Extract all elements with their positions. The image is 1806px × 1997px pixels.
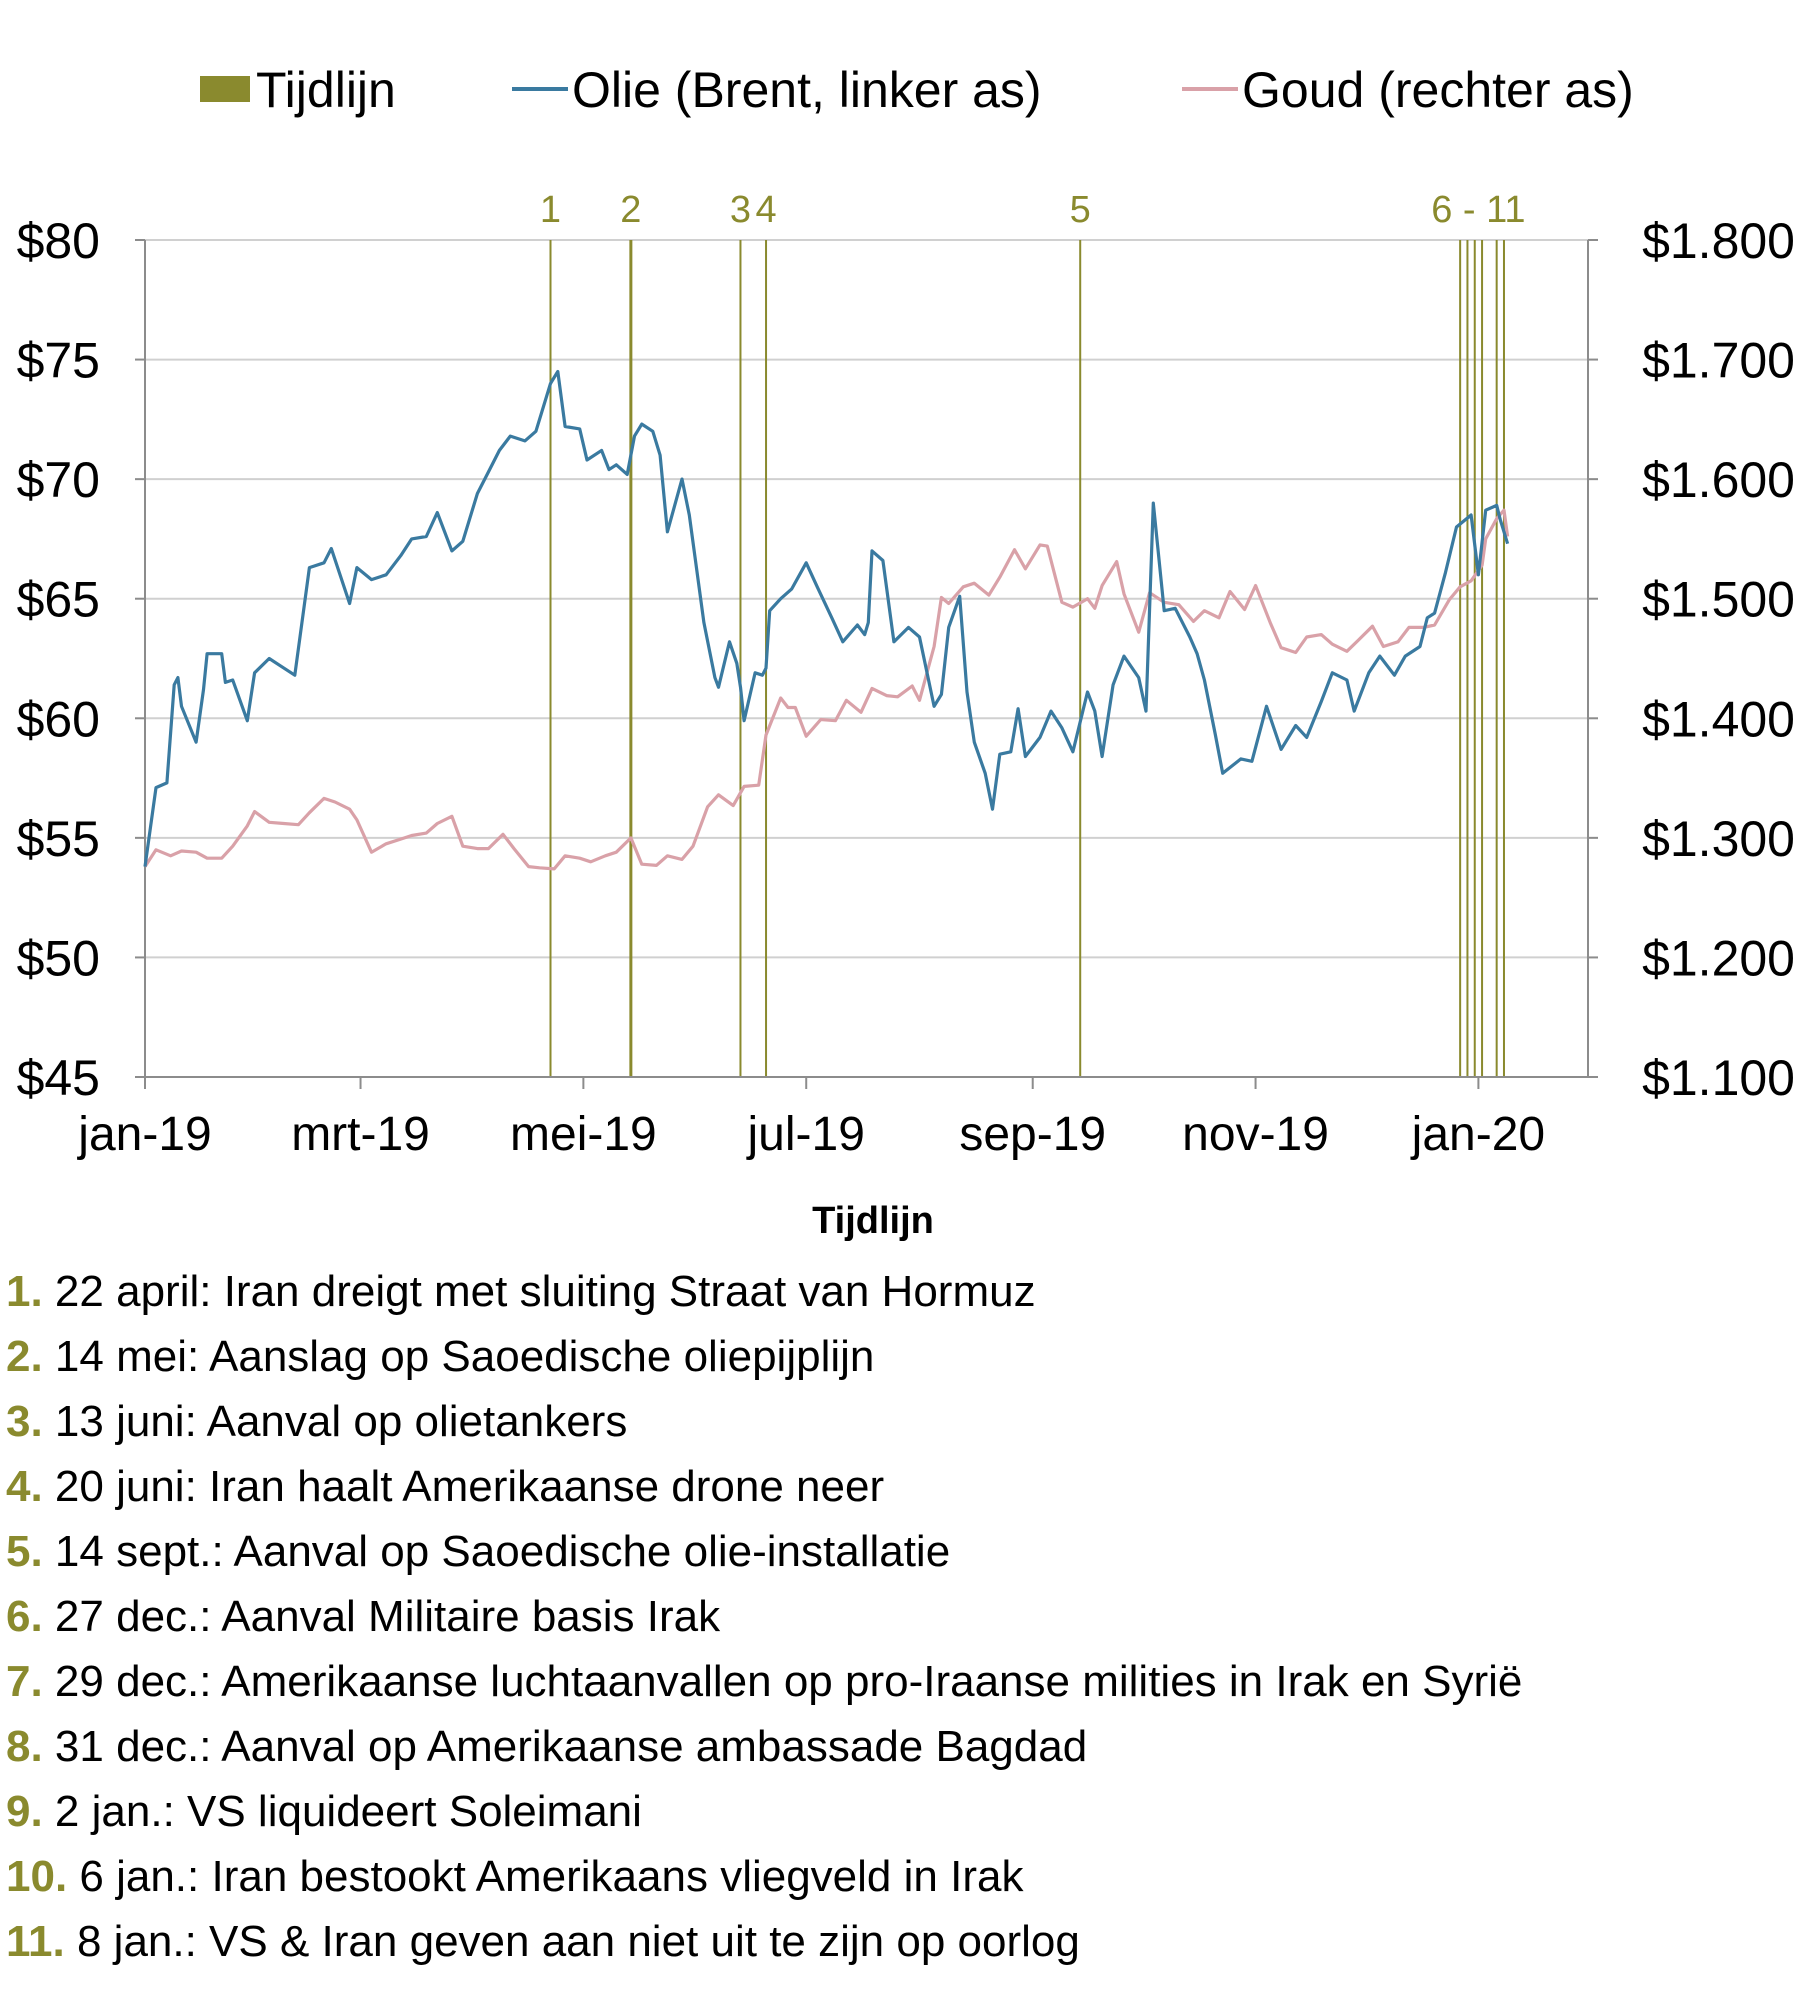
y-left-tick-label: $55 — [17, 811, 100, 867]
timeline-event-number: 11. — [6, 1917, 65, 1966]
timeline-events: 1. 22 april: Iran dreigt met sluiting St… — [0, 1259, 1806, 1974]
timeline-event-text: 14 mei: Aanslag op Saoedische oliepijpli… — [42, 1332, 875, 1381]
timeline-event: 1. 22 april: Iran dreigt met sluiting St… — [0, 1259, 1806, 1324]
timeline-event-number: 9. — [6, 1787, 43, 1836]
timeline-event: 3. 13 juni: Aanval op olietankers — [0, 1389, 1806, 1454]
legend-label: Olie (Brent, linker as) — [572, 62, 1042, 118]
timeline-event-text: 22 april: Iran dreigt met sluiting Straa… — [42, 1267, 1036, 1316]
timeline-event-text: 2 jan.: VS liquideert Soleimani — [42, 1787, 642, 1836]
timeline-event-text: 14 sept.: Aanval op Saoedische olie-inst… — [42, 1527, 951, 1576]
timeline-event: 4. 20 juni: Iran haalt Amerikaanse drone… — [0, 1454, 1806, 1519]
timeline-event-text: 27 dec.: Aanval Militaire basis Irak — [42, 1592, 721, 1641]
timeline-event-text: 20 juni: Iran haalt Amerikaanse drone ne… — [42, 1462, 885, 1511]
gridlines — [145, 239, 1588, 959]
x-tick-label: sep-19 — [959, 1108, 1106, 1161]
event-group-label: 6 - 11 — [1431, 189, 1525, 231]
timeline-event: 6. 27 dec.: Aanval Militaire basis Irak — [0, 1584, 1806, 1649]
x-tick-label: nov-19 — [1182, 1108, 1329, 1161]
event-marker-label: 5 — [1070, 189, 1091, 231]
timeline-event-text: 6 jan.: Iran bestookt Amerikaans vliegve… — [67, 1852, 1024, 1901]
event-marker-label: 2 — [620, 189, 641, 231]
x-tick-label: mei-19 — [510, 1108, 657, 1161]
y-left-tick-label: $80 — [17, 213, 100, 269]
y-right-tick-label: $1.500 — [1642, 572, 1795, 628]
legend-label: Goud (rechter as) — [1242, 62, 1634, 118]
timeline-list: Tijdlijn 1. 22 april: Iran dreigt met sl… — [0, 1200, 1806, 1974]
y-left-tick-label: $45 — [17, 1050, 100, 1106]
y-right-tick-label: $1.300 — [1642, 811, 1795, 867]
legend-swatch-tijdlijn — [200, 76, 250, 102]
timeline-event-number: 8. — [6, 1722, 43, 1771]
y-left-tick-label: $65 — [17, 572, 100, 628]
y-left-tick-label: $60 — [17, 691, 100, 747]
timeline-event-text: 29 dec.: Amerikaanse luchtaanvallen op p… — [42, 1657, 1523, 1706]
series-line-goud — [143, 508, 1510, 871]
timeline-event-number: 7. — [6, 1657, 43, 1706]
timeline-event: 7. 29 dec.: Amerikaanse luchtaanvallen o… — [0, 1649, 1806, 1714]
x-tick-label: mrt-19 — [291, 1108, 430, 1161]
timeline-event-number: 3. — [6, 1397, 43, 1446]
timeline-event-number: 5. — [6, 1527, 43, 1576]
series-line-olie — [143, 369, 1510, 867]
timeline-event-number: 10. — [6, 1852, 68, 1901]
timeline-event-text: 8 jan.: VS & Iran geven aan niet uit te … — [64, 1917, 1080, 1966]
timeline-title: Tijdlijn — [812, 1200, 934, 1242]
x-tick-label: jul-19 — [746, 1108, 865, 1161]
event-marker-label: 1 — [540, 189, 561, 231]
event-marker-label: 4 — [755, 189, 776, 231]
legend-label: Tijdlijn — [256, 62, 396, 118]
y-right-tick-label: $1.600 — [1642, 452, 1795, 508]
timeline-event: 5. 14 sept.: Aanval op Saoedische olie-i… — [0, 1519, 1806, 1584]
timeline-event-text: 31 dec.: Aanval op Amerikaanse ambassade… — [42, 1722, 1088, 1771]
y-right-tick-label: $1.100 — [1642, 1050, 1795, 1106]
y-left-tick-label: $75 — [17, 333, 100, 389]
event-marker-label: 3 — [730, 189, 751, 231]
y-right-tick-label: $1.200 — [1642, 930, 1795, 986]
timeline-event: 11. 8 jan.: VS & Iran geven aan niet uit… — [0, 1909, 1806, 1974]
timeline-event: 8. 31 dec.: Aanval op Amerikaanse ambass… — [0, 1714, 1806, 1779]
chart-legend: Tijdlijn Olie (Brent, linker as) Goud (rec… — [200, 62, 1634, 118]
timeline-event: 10. 6 jan.: Iran bestookt Amerikaans vli… — [0, 1844, 1806, 1909]
y-right-tick-label: $1.400 — [1642, 691, 1795, 747]
timeline-event-number: 2. — [6, 1332, 43, 1381]
x-tick-label: jan-19 — [76, 1108, 211, 1161]
timeline-event-text: 13 juni: Aanval op olietankers — [42, 1397, 628, 1446]
series-lines — [143, 369, 1510, 871]
timeline-event-number: 4. — [6, 1462, 43, 1511]
y-right-tick-label: $1.700 — [1642, 333, 1795, 389]
timeline-event-number: 6. — [6, 1592, 43, 1641]
timeline-event: 9. 2 jan.: VS liquideert Soleimani — [0, 1779, 1806, 1844]
timeline-event: 2. 14 mei: Aanslag op Saoedische oliepij… — [0, 1324, 1806, 1389]
axes: $45 $1.100 $50 $1.200 $55 $1.300 $60 $1.400 $65 $… — [17, 213, 1795, 1161]
y-right-tick-label: $1.800 — [1642, 213, 1795, 269]
y-left-tick-label: $50 — [17, 930, 100, 986]
timeline-event-number: 1. — [6, 1267, 43, 1316]
chart: Tijdlijn Olie (Brent, linker as) Goud (rec… — [17, 62, 1795, 1161]
y-left-tick-label: $70 — [17, 452, 100, 508]
x-tick-label: jan-20 — [1410, 1108, 1545, 1161]
